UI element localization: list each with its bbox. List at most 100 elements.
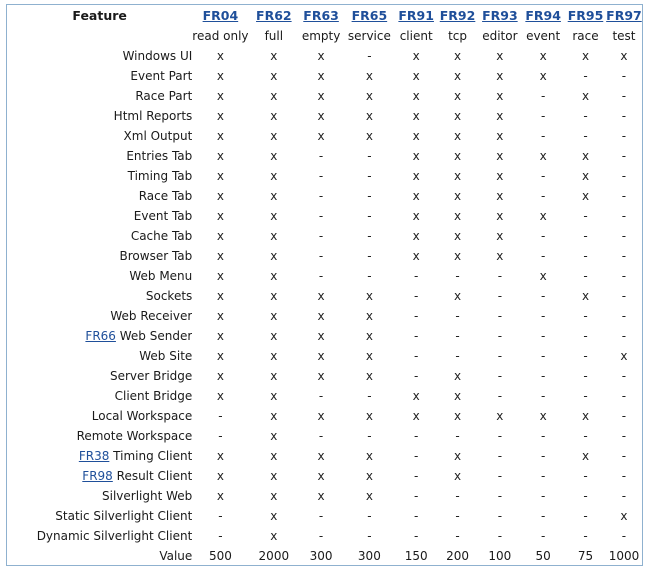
support-cell: x: [412, 69, 420, 83]
support-cell: -: [318, 529, 324, 543]
feature-name-cell: Entries Tab: [7, 146, 192, 166]
table-row: Timing Tab x x - - x x x - x -: [7, 166, 642, 186]
support-cell: -: [318, 229, 324, 243]
support-cell: -: [621, 129, 627, 143]
support-cell: x: [365, 69, 373, 83]
support-cell: -: [367, 149, 372, 163]
column-header-fr65: FR65: [343, 6, 396, 26]
support-cell: x: [270, 529, 278, 543]
support-cell: -: [621, 409, 627, 423]
feature-name-cell: Client Bridge: [7, 386, 193, 406]
support-cell: x: [270, 469, 278, 483]
support-cell: -: [621, 469, 627, 483]
feature-name-cell: Cache Tab: [7, 226, 192, 246]
feature-label: Sockets: [145, 289, 193, 303]
feature-label: Event Tab: [133, 209, 193, 223]
support-cell: x: [412, 209, 420, 223]
support-cell: x: [581, 409, 590, 423]
column-link-fr92[interactable]: FR92: [439, 8, 476, 23]
support-cell: -: [583, 509, 588, 523]
feature-link-fr98[interactable]: FR98: [82, 469, 113, 483]
support-cell: x: [453, 69, 462, 83]
feature-name-cell: Race Tab: [7, 186, 193, 206]
feature-link-fr38[interactable]: FR38: [78, 449, 110, 463]
support-cell: -: [455, 529, 460, 543]
support-cell: x: [317, 349, 325, 363]
table-row: Browser Tab x x - - x x x - - -: [7, 246, 642, 266]
column-link-fr94[interactable]: FR94: [525, 8, 561, 23]
value-cell: 2000: [258, 549, 290, 563]
support-cell: -: [540, 229, 546, 243]
support-cell: x: [317, 289, 325, 303]
support-cell: -: [621, 449, 627, 463]
value-cell: 300: [357, 549, 381, 563]
column-header-fr04: FR04: [192, 6, 248, 26]
column-link-fr62[interactable]: FR62: [256, 8, 292, 23]
support-cell: x: [216, 49, 224, 63]
column-link-fr97[interactable]: FR97: [606, 8, 642, 23]
support-cell: x: [496, 169, 504, 183]
feature-label: Xml Output: [123, 129, 193, 143]
support-cell: x: [270, 69, 278, 83]
table-row: Server Bridge x x x x - x - - - -: [7, 366, 642, 386]
support-cell: x: [317, 369, 325, 383]
support-cell: -: [497, 509, 503, 523]
support-cell: x: [270, 289, 278, 303]
feature-link-fr66[interactable]: FR66: [85, 329, 116, 343]
support-cell: -: [414, 349, 419, 363]
feature-label: Dynamic Silverlight Client: [36, 529, 193, 543]
support-cell: x: [270, 229, 278, 243]
support-cell: -: [367, 269, 372, 283]
support-cell: -: [540, 509, 546, 523]
support-cell: -: [621, 149, 627, 163]
value-row: Value 500 2000 300 300 150 200 100 50 75 1000: [7, 546, 642, 566]
support-cell: x: [365, 309, 373, 323]
support-cell: x: [453, 409, 462, 423]
feature-name-cell: Timing Tab: [7, 166, 193, 186]
support-cell: -: [497, 369, 503, 383]
support-cell: x: [412, 409, 420, 423]
support-cell: x: [216, 349, 224, 363]
support-cell: -: [583, 349, 588, 363]
column-link-fr63[interactable]: FR63: [303, 8, 339, 23]
column-link-fr65[interactable]: FR65: [351, 8, 388, 23]
column-link-fr04[interactable]: FR04: [202, 8, 239, 23]
support-cell: x: [496, 229, 504, 243]
support-cell: -: [583, 489, 588, 503]
value-cell: 300: [309, 549, 333, 563]
feature-name-cell: Static Silverlight Client: [7, 506, 192, 526]
table-row: Dynamic Silverlight Client - x - - - - - - - -: [7, 526, 642, 546]
column-link-fr91[interactable]: FR91: [398, 8, 434, 23]
support-cell: x: [317, 49, 325, 63]
support-cell: -: [583, 309, 588, 323]
column-header-fr92: FR92: [437, 6, 479, 26]
support-cell: -: [497, 469, 503, 483]
header-row-labels: read only full empty service client tcp editor…: [7, 26, 642, 46]
support-cell: -: [414, 509, 419, 523]
column-link-fr93[interactable]: FR93: [482, 8, 518, 23]
support-cell: -: [540, 189, 546, 203]
feature-label: Browser Tab: [119, 249, 193, 263]
feature-rows: Windows UI x x x - x x x x x x Event Part x x x x x x x x - -…: [7, 46, 642, 546]
value-cell: 200: [446, 549, 469, 563]
feature-label: Web Sender: [119, 329, 193, 343]
table-row: Entries Tab x x - - x x x x x -: [7, 146, 642, 166]
support-cell: x: [453, 49, 462, 63]
support-cell: -: [497, 429, 503, 443]
column-label-fr91: client: [399, 29, 433, 43]
support-cell: -: [621, 269, 627, 283]
feature-label: Web Menu: [129, 269, 193, 283]
support-cell: x: [496, 189, 504, 203]
feature-label: Remote Workspace: [76, 429, 193, 443]
feature-column-header: Feature: [72, 8, 127, 23]
value-cell: 150: [404, 549, 428, 563]
feature-name-cell: Event Tab: [7, 206, 193, 226]
feature-label: Windows UI: [122, 49, 193, 63]
support-cell: -: [497, 289, 503, 303]
support-cell: -: [583, 429, 588, 443]
feature-name-cell: Race Part: [7, 86, 192, 106]
support-cell: x: [581, 89, 590, 103]
support-cell: x: [270, 409, 278, 423]
column-label-fr63: empty: [301, 29, 341, 43]
column-link-fr95[interactable]: FR95: [567, 8, 604, 23]
